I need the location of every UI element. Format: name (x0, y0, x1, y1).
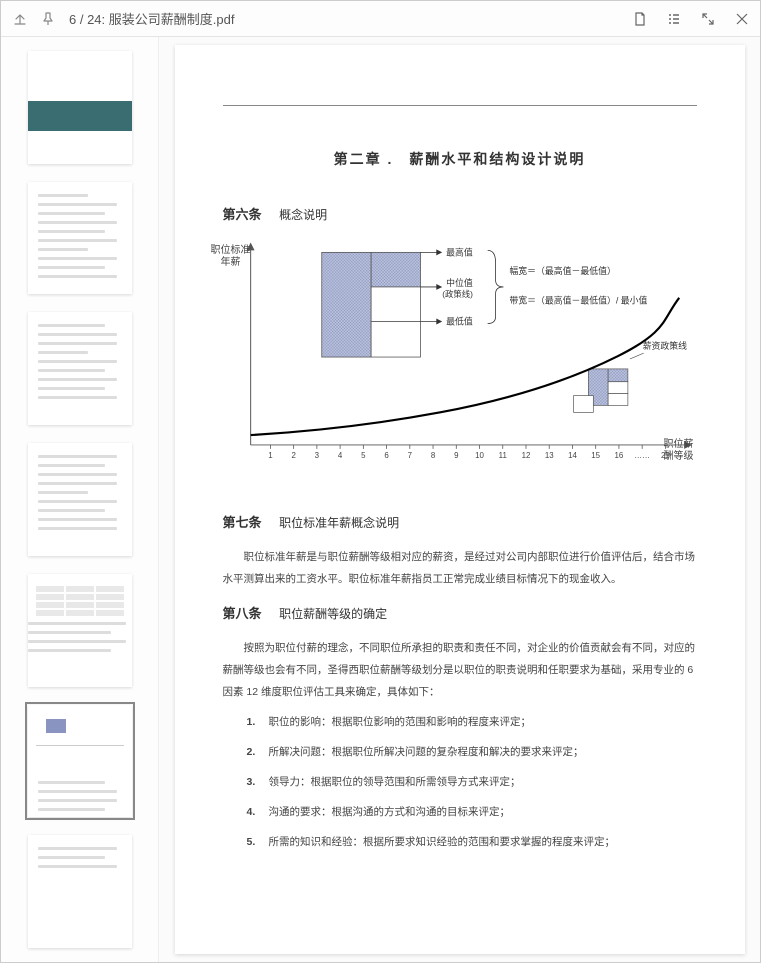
svg-text:15: 15 (591, 451, 600, 460)
list-item: 1.职位的影响：根据职位影响的范围和影响的程度来评定； (247, 713, 697, 733)
section-6-num: 第六条 (223, 207, 262, 222)
section-8-sub: 职位薪酬等级的确定 (279, 607, 387, 621)
svg-text:最高值: 最高值 (446, 247, 473, 258)
header-rule (223, 105, 697, 106)
chapter-title: 第二章 . 薪酬水平和结构设计说明 (223, 146, 697, 173)
svg-text:幅宽＝（最高值－最低值）: 幅宽＝（最高值－最低值） (509, 265, 616, 276)
chart-svg: 最高值 中位值 (政策线) 最低值 幅宽＝（最高值－最低值） 带宽＝（最高值－最… (223, 241, 697, 481)
x-axis-label: 职位薪酬等级 (659, 439, 699, 463)
section-7-sub: 职位标准年薪概念说明 (279, 516, 399, 530)
section-7-num: 第七条 (223, 515, 262, 530)
svg-text:薪资政策线: 薪资政策线 (642, 340, 686, 351)
list-item: 5.所需的知识和经验：根据所要求知识经验的范围和要求掌握的程度来评定； (247, 833, 697, 853)
svg-text:中位值: 中位值 (446, 277, 473, 288)
svg-text:……: …… (634, 451, 650, 460)
list-item: 4.沟通的要求：根据沟通的方式和沟通的目标来评定； (247, 803, 697, 823)
svg-text:16: 16 (614, 451, 623, 460)
thumbnail-6[interactable] (28, 705, 132, 818)
svg-text:11: 11 (498, 451, 506, 460)
svg-text:最低值: 最低值 (446, 316, 473, 327)
svg-text:5: 5 (361, 451, 366, 460)
section-8-list: 1.职位的影响：根据职位影响的范围和影响的程度来评定； 2.所解决问题：根据职位所… (223, 713, 697, 853)
svg-text:带宽＝（最高值－最低值）/ 最小值: 带宽＝（最高值－最低值）/ 最小值 (509, 295, 647, 306)
svg-text:1: 1 (268, 451, 272, 460)
thumbnail-1[interactable] (28, 51, 132, 164)
section-8-num: 第八条 (223, 606, 262, 621)
section-6-title: 第六条 概念说明 (223, 203, 697, 228)
list-item: 3.领导力：根据职位的领导范围和所需领导方式来评定； (247, 773, 697, 793)
expand-icon[interactable] (698, 9, 718, 29)
thumbnail-panel[interactable] (1, 37, 159, 962)
svg-text:12: 12 (521, 451, 530, 460)
svg-text:13: 13 (544, 451, 553, 460)
pin-icon[interactable] (37, 8, 59, 30)
svg-text:7: 7 (407, 451, 411, 460)
section-6-sub: 概念说明 (279, 208, 327, 222)
svg-text:6: 6 (384, 451, 389, 460)
page-content: 第二章 . 薪酬水平和结构设计说明 第六条 概念说明 职位标准年薪 职位薪酬等级 (175, 45, 745, 954)
main-viewport[interactable]: 第二章 . 薪酬水平和结构设计说明 第六条 概念说明 职位标准年薪 职位薪酬等级 (159, 37, 760, 962)
section-7-title: 第七条 职位标准年薪概念说明 (223, 511, 697, 536)
thumbnail-3[interactable] (28, 312, 132, 425)
svg-text:2: 2 (291, 451, 295, 460)
section-7-body: 职位标准年薪是与职位薪酬等级相对应的薪资，是经过对公司内部职位进行价值评估后，结… (223, 546, 697, 590)
svg-text:3: 3 (314, 451, 319, 460)
y-axis-label: 职位标准年薪 (211, 245, 251, 269)
svg-text:14: 14 (568, 451, 577, 460)
list-item: 2.所解决问题：根据职位所解决问题的复杂程度和解决的要求来评定； (247, 743, 697, 763)
upload-icon[interactable] (9, 8, 31, 30)
section-8-body: 按照为职位付薪的理念，不同职位所承担的职责和责任不同，对企业的价值贡献会有不同，… (223, 637, 697, 703)
body-area: 第二章 . 薪酬水平和结构设计说明 第六条 概念说明 职位标准年薪 职位薪酬等级 (1, 37, 760, 962)
outline-icon[interactable] (664, 9, 684, 29)
salary-structure-chart: 职位标准年薪 职位薪酬等级 (223, 241, 697, 481)
thumbnail-5[interactable] (28, 574, 132, 687)
document-title: 6 / 24: 服装公司薪酬制度.pdf (69, 9, 630, 28)
thumbnail-7[interactable] (28, 835, 132, 948)
close-icon[interactable] (732, 9, 752, 29)
svg-text:8: 8 (430, 451, 435, 460)
svg-text:(政策线): (政策线) (442, 289, 473, 299)
svg-text:4: 4 (337, 451, 342, 460)
svg-text:10: 10 (475, 451, 484, 460)
titlebar: 6 / 24: 服装公司薪酬制度.pdf (1, 1, 760, 37)
page-icon[interactable] (630, 9, 650, 29)
section-8-title: 第八条 职位薪酬等级的确定 (223, 602, 697, 627)
thumbnail-4[interactable] (28, 443, 132, 556)
svg-text:9: 9 (454, 451, 459, 460)
thumbnail-2[interactable] (28, 182, 132, 295)
